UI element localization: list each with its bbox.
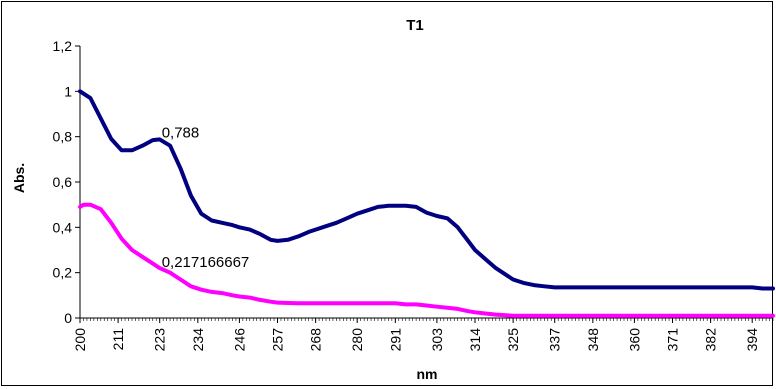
x-tick-label: 234 (190, 328, 206, 352)
y-tick-label: 1,2 (53, 38, 73, 54)
data-label: 0,788 (162, 124, 200, 141)
series-line-1 (78, 89, 775, 291)
x-minor-ticks (79, 318, 774, 321)
series-line-2 (78, 202, 775, 318)
x-tick-label: 246 (231, 328, 247, 352)
y-tick-label: 0,2 (53, 265, 73, 281)
x-tick-label: 268 (308, 328, 324, 352)
x-tick-label: 280 (349, 328, 365, 352)
x-tick-label: 223 (152, 328, 168, 352)
x-tick-label: 337 (547, 328, 563, 352)
x-tick-label: 200 (72, 328, 88, 352)
chart-title: T1 (406, 17, 424, 34)
x-tick-label: 394 (744, 328, 760, 352)
y-axis-title: Abs. (11, 163, 27, 193)
x-tick-label: 360 (626, 328, 642, 352)
x-tick-label: 348 (585, 328, 601, 352)
x-tick-label: 303 (429, 328, 445, 352)
x-tick-label: 325 (505, 328, 521, 352)
x-axis-title: nm (417, 366, 438, 382)
y-tick-label: 0 (64, 310, 72, 326)
x-tick-label: 291 (387, 328, 403, 352)
y-tick-label: 0,8 (53, 129, 73, 145)
x-tick-label: 257 (270, 328, 286, 352)
x-tick-label: 211 (110, 328, 126, 351)
y-tick-label: 0,6 (53, 174, 73, 190)
x-tick-label: 371 (665, 328, 681, 352)
x-tick-label: 314 (467, 328, 483, 352)
y-tick-label: 1 (64, 83, 72, 99)
y-tick-label: 0,4 (53, 219, 73, 235)
data-label: 0,217166667 (162, 254, 250, 271)
x-tick-label: 382 (703, 328, 719, 352)
